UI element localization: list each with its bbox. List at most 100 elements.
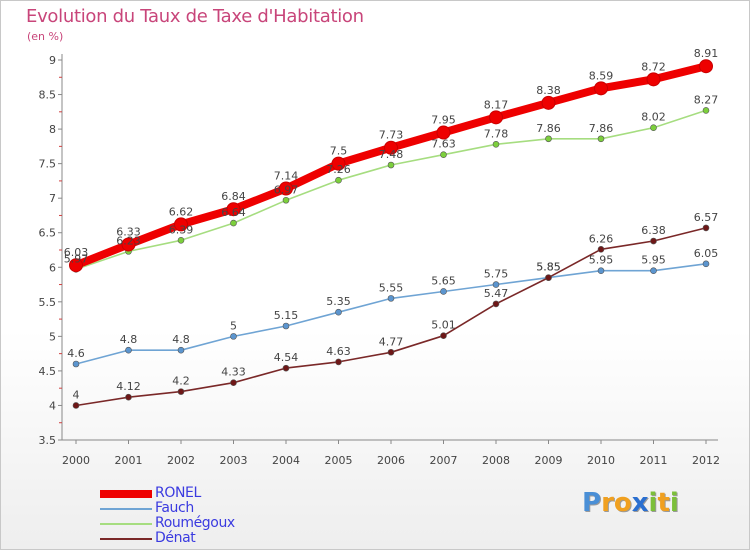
logo-letter: r (601, 488, 614, 518)
data-label: 4.12 (116, 380, 141, 393)
data-label: 7.5 (330, 145, 348, 158)
data-point (646, 72, 661, 87)
y-tick-label: 8.5 (39, 89, 57, 102)
legend-swatch (100, 490, 152, 498)
x-tick-label: 2012 (692, 454, 720, 467)
data-label: 8.59 (589, 69, 614, 82)
data-point (331, 156, 346, 171)
data-label: 4.77 (379, 335, 404, 348)
data-point (541, 95, 556, 110)
y-tick-label: 4 (49, 399, 56, 412)
data-label: 7.86 (536, 122, 561, 135)
x-tick-label: 2010 (587, 454, 615, 467)
data-point (384, 140, 398, 155)
data-label: 7.26 (326, 163, 351, 176)
data-label: 8.02 (641, 111, 666, 124)
data-point (440, 288, 447, 295)
logo-letter: o (613, 488, 632, 518)
y-tick-label: 9 (49, 54, 56, 67)
y-tick-label: 6 (49, 261, 56, 274)
data-point (492, 300, 500, 308)
data-label: 5.85 (536, 261, 561, 274)
series-layer (69, 59, 713, 409)
data-point (121, 237, 136, 252)
data-label: 6.84 (221, 190, 246, 203)
data-point (282, 196, 290, 204)
data-point (177, 346, 185, 354)
logo-letter: P (582, 488, 602, 518)
legend-label: Roumégoux (155, 515, 235, 531)
x-tick-label: 2004 (272, 454, 300, 467)
data-point (125, 346, 132, 354)
data-point (387, 295, 395, 302)
proxiti-logo: Proxiti (582, 488, 679, 518)
data-point (702, 260, 710, 268)
data-label: 4.63 (326, 345, 351, 358)
data-point (335, 176, 342, 184)
data-label: 6.38 (641, 224, 666, 237)
data-point (335, 358, 342, 366)
data-point (387, 348, 395, 356)
data-label: 5.55 (379, 281, 404, 294)
data-label: 8.91 (694, 47, 719, 60)
data-label: 8.72 (641, 60, 666, 73)
data-label: 4.33 (221, 366, 246, 379)
data-label: 4.54 (274, 351, 299, 364)
x-tick-label: 2006 (377, 454, 405, 467)
y-tick-label: 7 (49, 192, 56, 205)
y-tick-label: 5.5 (39, 296, 57, 309)
y-tick-label: 7.5 (39, 158, 57, 171)
data-label: 4.2 (172, 375, 190, 388)
data-label: 6.03 (64, 246, 89, 259)
data-label: 5.65 (431, 274, 456, 287)
data-point (492, 140, 500, 148)
x-tick-label: 2000 (62, 454, 90, 467)
x-tick-label: 2005 (325, 454, 353, 467)
y-tick-label: 8 (49, 123, 56, 136)
data-point (650, 267, 657, 275)
x-tick-label: 2003 (220, 454, 248, 467)
chart-title: Evolution du Taux de Taxe d'Habitation (26, 6, 364, 27)
data-point (594, 81, 608, 96)
data-label: 7.86 (589, 122, 614, 135)
data-label: 7.95 (431, 114, 456, 127)
data-point (387, 161, 395, 169)
data-point (650, 124, 657, 132)
y-tick-label: 6.5 (39, 227, 57, 240)
legend-label: RONEL (155, 485, 201, 501)
x-tick-label: 2007 (430, 454, 458, 467)
x-tick-label: 2009 (535, 454, 563, 467)
data-label: 7.73 (379, 129, 404, 142)
data-label: 6.62 (169, 205, 194, 218)
data-point (489, 110, 503, 125)
data-label: 5.15 (274, 309, 299, 322)
legend-label: Dénat (155, 530, 196, 546)
data-label: 6.05 (694, 247, 719, 260)
chart-subtitle: (en %) (27, 30, 64, 43)
logo-letter: i (648, 488, 658, 518)
data-point (230, 333, 237, 340)
data-label: 5.75 (484, 268, 509, 281)
data-point (650, 237, 657, 245)
data-point (177, 237, 185, 244)
data-label: 4.6 (67, 347, 85, 360)
data-point (545, 274, 552, 281)
x-tick-label: 2001 (115, 454, 143, 467)
data-point (282, 364, 290, 372)
x-tick-label: 2011 (640, 454, 668, 467)
logo-letter: t (657, 488, 670, 518)
series-dénat (72, 224, 710, 409)
data-label: 5 (230, 319, 237, 332)
data-label: 6.39 (169, 223, 194, 236)
data-point (335, 308, 342, 316)
legend-swatch (100, 508, 152, 510)
data-point (597, 267, 605, 275)
data-label: 7.48 (379, 148, 404, 161)
data-label: 6.57 (694, 211, 719, 224)
data-label: 7.14 (274, 170, 299, 183)
data-point (230, 219, 237, 227)
y-tick-label: 5 (49, 330, 56, 343)
data-point (72, 402, 80, 409)
data-label: 5.01 (431, 319, 456, 332)
